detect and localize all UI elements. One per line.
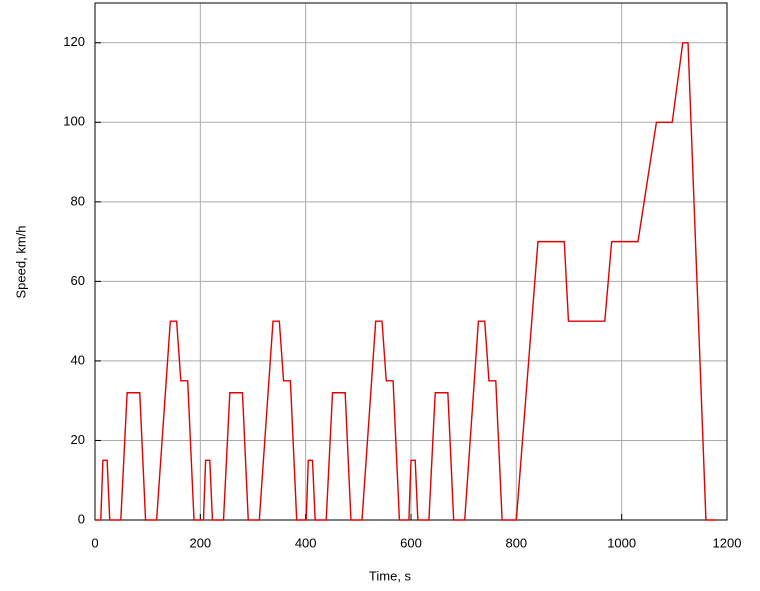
x-tick-label: 1000 [607, 535, 636, 550]
y-tick-label: 40 [71, 352, 85, 367]
speed-line [95, 42, 717, 521]
x-tick-label: 400 [295, 535, 317, 550]
x-tick-label: 200 [189, 535, 211, 550]
y-tick-label: 100 [63, 114, 85, 129]
y-tick-label: 60 [71, 273, 85, 288]
x-tick-label: 600 [400, 535, 422, 550]
x-axis-label: Time, s [369, 568, 412, 583]
y-tick-label: 120 [63, 34, 85, 49]
x-tick-label: 0 [91, 535, 98, 550]
y-axis-label: Speed, km/h [13, 226, 28, 299]
x-tick-label: 1200 [713, 535, 742, 550]
x-tick-label: 800 [505, 535, 527, 550]
y-tick-label: 20 [71, 432, 85, 447]
plot-frame [94, 2, 728, 521]
y-tick-label: 80 [71, 193, 85, 208]
y-tick-label: 0 [78, 511, 85, 526]
